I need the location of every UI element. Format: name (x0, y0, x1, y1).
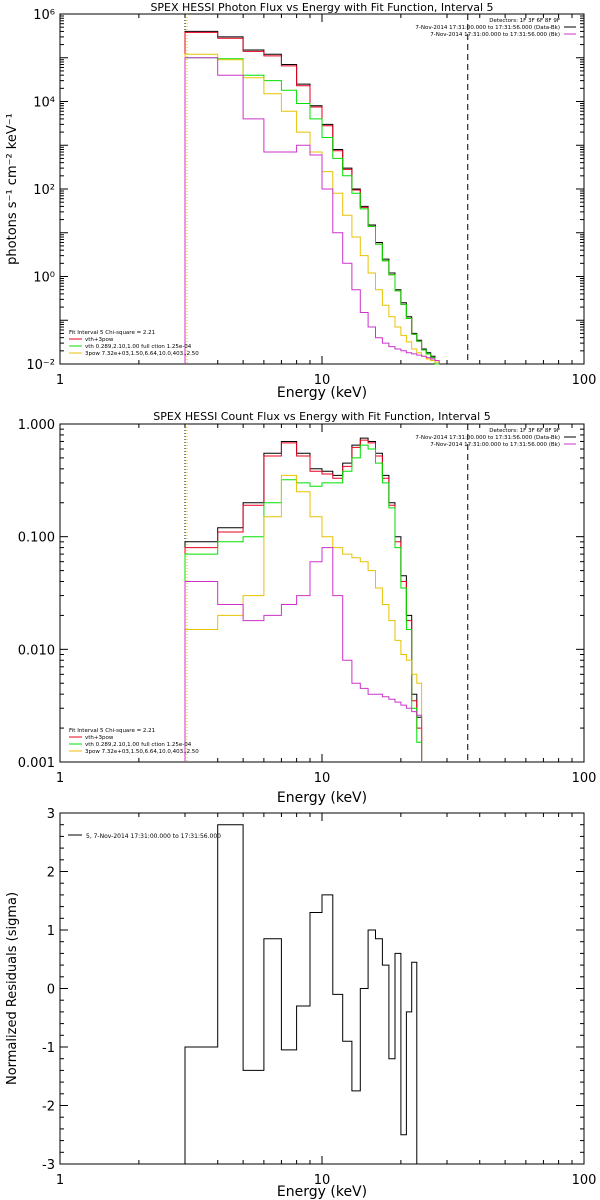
series-histogram-4 (184, 53, 440, 364)
chart-panel-1: SPEX HESSI Photon Flux vs Energy with Fi… (5, 1, 596, 401)
chart-title: SPEX HESSI Photon Flux vs Energy with Fi… (150, 1, 493, 14)
fit-component: vth+3pow (85, 337, 114, 343)
fit-component: vth 0.289,2.10,1.00 full ction 1.25e-04 (85, 742, 192, 748)
y-tick-label: 0.001 (18, 756, 55, 771)
x-axis-label: Energy (keV) (277, 385, 367, 401)
legend-entry: Detectors: 1F 3F 6F 8F 9F (489, 18, 560, 24)
y-tick-label: 1.000 (18, 418, 55, 433)
x-tick-label: 1 (56, 373, 64, 388)
fit-component: 3pow 7.32e+03,1.50,6.64,10.0,403.,2.50 (85, 749, 199, 755)
y-tick-label: -2 (42, 1100, 55, 1115)
x-tick-label: 100 (572, 771, 597, 786)
series-histogram-2 (184, 439, 423, 762)
y-axis-label: photons s⁻¹ cm⁻² keV⁻¹ (5, 113, 20, 265)
fit-summary: Fit Interval 5 Chi-square = 2.21 (69, 728, 155, 734)
series-histogram-3 (184, 444, 423, 762)
y-tick-label: 10⁻² (26, 358, 55, 373)
y-tick-label: -3 (42, 1158, 55, 1173)
y-axis-label: Normalized Residuals (sigma) (5, 892, 20, 1085)
x-axis-label: Energy (keV) (277, 790, 367, 806)
legend-entry: 7-Nov-2014 17:31:00.000 to 17:31:56.000 … (430, 32, 560, 38)
chart-panel-2: SPEX HESSI Count Flux vs Energy with Fit… (18, 410, 597, 806)
series-histogram-5 (184, 547, 423, 762)
fit-component: vth 0.289,2.10,1.00 full ction 1.25e-04 (85, 344, 192, 350)
y-tick-label: 0.100 (18, 531, 55, 546)
series-histogram-3 (184, 57, 440, 365)
y-tick-label: 0 (47, 983, 55, 998)
x-tick-label: 10 (314, 771, 331, 786)
chart-title: SPEX HESSI Count Flux vs Energy with Fit… (153, 410, 490, 423)
y-tick-label: 10⁰ (33, 271, 55, 286)
plot-frame (59, 423, 585, 763)
y-tick-label: 10⁶ (33, 8, 55, 23)
series-histogram-1 (184, 437, 423, 762)
fit-summary: Fit Interval 5 Chi-square = 2.21 (69, 330, 155, 336)
x-axis-label: Energy (keV) (277, 1184, 367, 1200)
series-histogram-4 (184, 474, 423, 762)
y-tick-label: -1 (42, 1041, 55, 1056)
y-tick-label: 0.010 (18, 643, 55, 658)
x-tick-label: 10 (314, 373, 331, 388)
series-histogram-2 (184, 31, 440, 365)
y-tick-label: 10² (33, 183, 55, 198)
y-tick-label: 2 (47, 866, 55, 881)
fit-component: vth+3pow (85, 735, 114, 741)
legend-entry: 7-Nov-2014 17:31:00.000 to 17:31:56.000 … (430, 442, 560, 448)
chart-panel-3: 1 10 100 Energy (keV) -3 -2 -1 0 1 2 3 Normalized R… (5, 807, 596, 1200)
legend-entry: 5, 7-Nov-2014 17:31:00.000 to 17:31:56.0… (86, 833, 221, 840)
series-histogram-1 (184, 30, 440, 365)
x-tick-label: 100 (572, 373, 597, 388)
x-tick-label: 10 (314, 1173, 331, 1188)
y-tick-label: 10⁴ (33, 96, 55, 111)
y-tick-label: 1 (47, 924, 55, 939)
x-tick-label: 1 (56, 1173, 64, 1188)
x-tick-label: 100 (572, 1173, 597, 1188)
legend-entry: 7-Nov-2014 17:31:00.000 to 17:31:56.000 … (415, 435, 560, 441)
legend-entry: Detectors: 1F 3F 6F 8F 9F (489, 428, 560, 434)
y-tick-label: 3 (47, 807, 55, 822)
plot-frame (59, 812, 585, 1165)
series-histogram-5 (184, 57, 440, 364)
series-histogram-1 (184, 824, 418, 1164)
legend-entry: 7-Nov-2014 17:31:00.000 to 17:31:56.000 … (415, 25, 560, 31)
fit-component: 3pow 7.32e+03,1.50,6.64,10.0,403.,2.50 (85, 351, 199, 357)
x-tick-label: 1 (56, 771, 64, 786)
